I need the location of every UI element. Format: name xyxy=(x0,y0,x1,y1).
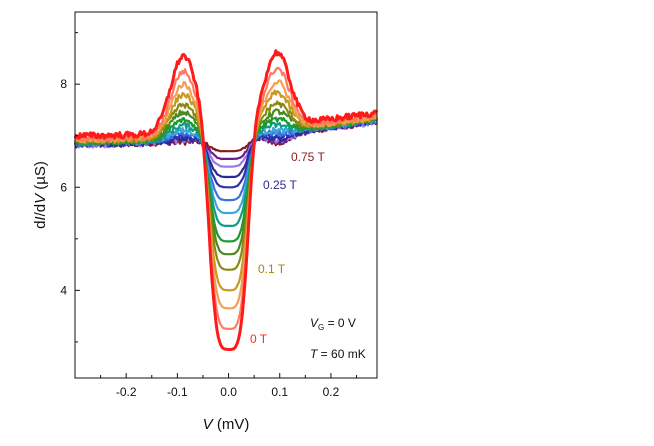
x-axis-unit: (mV) xyxy=(213,416,250,433)
plot-frame xyxy=(74,11,378,379)
temperature-value: = 60 mK xyxy=(317,347,365,361)
y-axis-unit: (µS) xyxy=(32,161,49,194)
gate-sub: G xyxy=(318,323,324,332)
x-axis-var: V xyxy=(203,416,215,433)
field-label-0.75T: 0.75 T xyxy=(291,150,325,164)
gate-var: V xyxy=(310,316,319,330)
x-tick-label: 0.0 xyxy=(220,385,237,399)
ticks-layer: -0.2 -0.1 0.0 0.1 0.2 4 6 8 xyxy=(60,32,358,399)
y-axis-var1: I xyxy=(32,216,49,220)
field-label-0.25T: 0.25 T xyxy=(263,178,297,192)
y-axis-mid: /d xyxy=(32,204,49,217)
y-tick-label: 8 xyxy=(60,77,67,91)
y-tick-label: 4 xyxy=(60,283,67,297)
series-line xyxy=(75,108,378,256)
temperature-var: T xyxy=(310,347,319,361)
x-tick-label: -0.2 xyxy=(116,385,137,399)
y-tick-label: 6 xyxy=(60,180,67,194)
field-label-0T: 0 T xyxy=(250,332,268,346)
gate-voltage-annotation: VG = 0 V xyxy=(310,316,356,332)
field-label-0.1T: 0.1 T xyxy=(258,262,286,276)
series-line xyxy=(73,49,379,351)
x-tick-label: -0.1 xyxy=(167,385,188,399)
gate-value: = 0 V xyxy=(324,316,356,330)
series-line xyxy=(74,79,378,310)
x-tick-label: 0.1 xyxy=(271,385,288,399)
x-tick-label: 0.2 xyxy=(323,385,340,399)
series-line xyxy=(74,66,378,330)
y-axis-var2: V xyxy=(32,192,49,204)
series-layer xyxy=(73,49,379,351)
x-axis-label: V (mV) xyxy=(203,416,250,433)
y-axis-prefix: d xyxy=(32,221,49,229)
temperature-annotation: T = 60 mK xyxy=(310,347,366,361)
y-axis-label: dI/dV (µS) xyxy=(32,161,49,229)
